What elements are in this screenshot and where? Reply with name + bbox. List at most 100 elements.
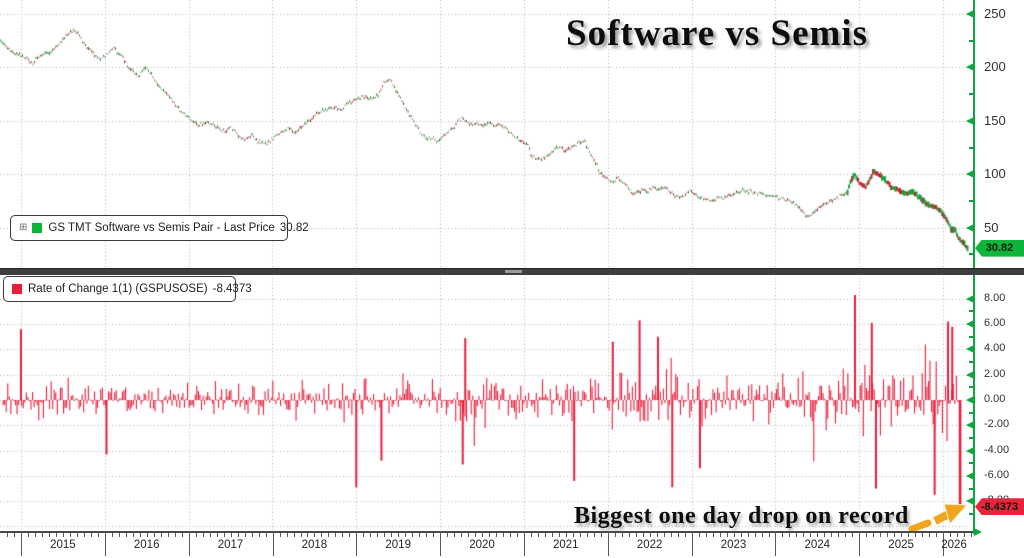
x-minor-tick bbox=[537, 533, 539, 537]
x-axis-label: 2016 bbox=[133, 539, 160, 551]
x-minor-tick bbox=[572, 533, 574, 537]
roc-series-label: Rate of Change 1(1) (GSPUSOSE) bbox=[28, 283, 208, 295]
x-minor-tick bbox=[7, 533, 9, 537]
x-year-tick bbox=[607, 531, 609, 556]
x-minor-tick bbox=[915, 533, 917, 537]
y-axis-label: 250 bbox=[984, 6, 1006, 21]
legend-roc-series[interactable]: Rate of Change 1(1) (GSPUSOSE) -8.4373 bbox=[3, 276, 252, 302]
y-tick-arrow bbox=[966, 345, 974, 354]
x-minor-tick bbox=[475, 533, 477, 537]
x-minor-tick bbox=[705, 533, 707, 537]
x-minor-tick bbox=[56, 533, 57, 537]
y-tick-arrow bbox=[966, 446, 974, 455]
x-minor-tick bbox=[83, 533, 85, 537]
x-year-tick bbox=[272, 531, 274, 556]
y-minor-tick bbox=[969, 199, 974, 202]
x-minor-tick bbox=[649, 533, 651, 537]
x-minor-tick bbox=[447, 533, 449, 537]
y-axis-label: 0.00 bbox=[984, 393, 1006, 405]
x-minor-tick bbox=[936, 533, 938, 537]
splitter-drag-handle[interactable] bbox=[505, 270, 522, 273]
annotation-arrow-icon bbox=[908, 503, 969, 533]
x-year-tick bbox=[104, 531, 106, 556]
x-minor-tick bbox=[251, 533, 253, 537]
price-last-value: 30.82 bbox=[279, 222, 309, 234]
panel-splitter[interactable] bbox=[0, 268, 1024, 275]
x-minor-tick bbox=[132, 533, 134, 537]
x-minor-tick bbox=[28, 533, 29, 537]
y-tick-arrow bbox=[966, 396, 974, 404]
x-minor-tick bbox=[63, 533, 64, 537]
x-minor-tick bbox=[517, 533, 518, 537]
y-axis-label: -4.00 bbox=[984, 443, 1010, 456]
x-axis-label: 2022 bbox=[636, 539, 663, 551]
x-axis-label: 2023 bbox=[720, 539, 747, 551]
x-minor-tick bbox=[503, 533, 504, 537]
x-minor-tick bbox=[377, 533, 379, 537]
y-tick-arrow bbox=[966, 170, 974, 179]
x-minor-tick bbox=[740, 533, 742, 537]
roc-series-swatch bbox=[12, 284, 22, 294]
x-minor-tick bbox=[614, 533, 616, 537]
x-minor-tick bbox=[551, 533, 553, 537]
x-minor-tick bbox=[49, 533, 50, 537]
x-minor-tick bbox=[335, 533, 337, 537]
x-axis-label: 2019 bbox=[385, 539, 411, 551]
x-minor-tick bbox=[265, 533, 267, 537]
x-minor-tick bbox=[544, 533, 546, 537]
y-tick-arrow bbox=[966, 116, 974, 125]
y-minor-tick bbox=[969, 386, 974, 389]
x-minor-tick bbox=[405, 533, 407, 537]
x-minor-tick bbox=[139, 533, 141, 537]
last-price-tag: 30.82 bbox=[975, 239, 1024, 257]
x-minor-tick bbox=[579, 533, 581, 537]
x-minor-tick bbox=[698, 533, 700, 537]
legend-price-series[interactable]: ⊞ GS TMT Software vs Semis Pair - Last P… bbox=[10, 215, 309, 241]
x-minor-tick bbox=[230, 533, 232, 537]
x-minor-tick bbox=[125, 533, 127, 537]
x-year-tick bbox=[943, 531, 944, 556]
x-minor-tick bbox=[929, 533, 931, 537]
price-series-swatch bbox=[32, 223, 43, 233]
x-minor-tick bbox=[363, 533, 365, 537]
x-minor-tick bbox=[167, 533, 169, 537]
y-axis-label: 100 bbox=[984, 166, 1006, 182]
x-year-tick bbox=[188, 531, 190, 556]
annotation-text: Biggest one day drop on record bbox=[574, 503, 909, 529]
x-minor-tick bbox=[35, 533, 36, 537]
y-minor-tick bbox=[969, 462, 974, 465]
x-minor-tick bbox=[293, 533, 295, 537]
y-minor-tick bbox=[969, 436, 974, 439]
x-minor-tick bbox=[90, 533, 92, 537]
legend-expander-icon[interactable]: ⊞ bbox=[19, 222, 28, 233]
x-minor-tick bbox=[489, 533, 491, 537]
x-minor-tick bbox=[628, 533, 630, 537]
y-axis-label: 6.00 bbox=[984, 317, 1006, 330]
x-minor-tick bbox=[223, 533, 225, 537]
x-minor-tick bbox=[642, 533, 644, 537]
x-minor-tick bbox=[901, 533, 903, 537]
x-year-tick bbox=[775, 531, 777, 556]
x-minor-tick bbox=[461, 533, 463, 537]
x-minor-tick bbox=[908, 533, 910, 537]
x-minor-tick bbox=[831, 533, 833, 537]
x-axis-line bbox=[0, 531, 976, 533]
x-minor-tick bbox=[565, 533, 567, 537]
x-minor-tick bbox=[321, 533, 323, 537]
y-minor-tick bbox=[969, 512, 974, 515]
x-axis-label: 2015 bbox=[50, 539, 76, 551]
x-year-tick bbox=[356, 531, 358, 556]
x-minor-tick bbox=[873, 533, 875, 537]
x-minor-tick bbox=[719, 533, 721, 537]
x-minor-tick bbox=[677, 533, 679, 537]
y-axis-line bbox=[973, 0, 975, 534]
x-minor-tick bbox=[97, 533, 99, 537]
y-minor-tick bbox=[969, 361, 974, 364]
x-minor-tick bbox=[593, 533, 595, 537]
x-year-tick bbox=[859, 531, 861, 556]
x-minor-tick bbox=[782, 533, 784, 537]
x-minor-tick bbox=[328, 533, 330, 537]
x-minor-tick bbox=[796, 533, 798, 537]
y-tick-arrow bbox=[966, 63, 974, 72]
